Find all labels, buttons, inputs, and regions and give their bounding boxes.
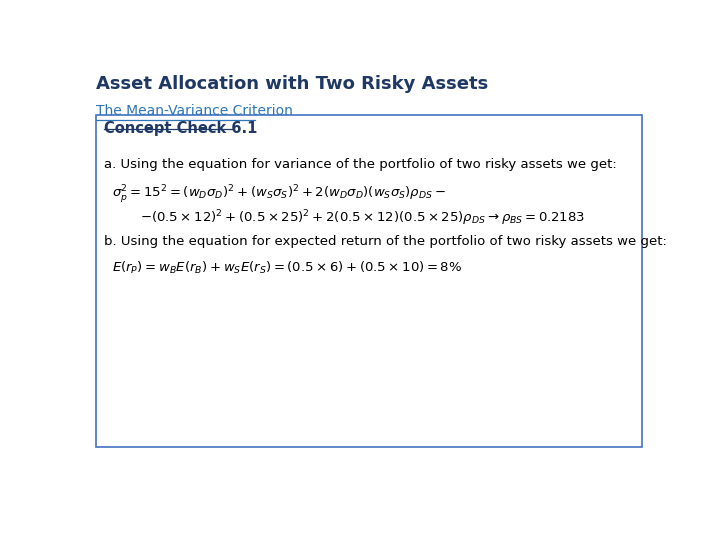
Text: The Mean-Variance Criterion: The Mean-Variance Criterion [96, 104, 292, 118]
Text: b. Using the equation for expected return of the portfolio of two risky assets w: b. Using the equation for expected retur… [104, 235, 667, 248]
Text: $\sigma_p^2 = 15^2 = (w_D\sigma_D)^2 + (w_S\sigma_S)^2 + 2(w_D\sigma_D)(w_S\sigm: $\sigma_p^2 = 15^2 = (w_D\sigma_D)^2 + (… [112, 183, 446, 205]
Text: a. Using the equation for variance of the portfolio of two risky assets we get:: a. Using the equation for variance of th… [104, 158, 617, 171]
Text: Concept Check 6.1: Concept Check 6.1 [104, 121, 257, 136]
Text: $E(r_P) = w_B E(r_B) + w_S E(r_S) = (0.5 \times 6) + (0.5 \times 10) = 8\%$: $E(r_P) = w_B E(r_B) + w_S E(r_S) = (0.5… [112, 260, 462, 276]
FancyBboxPatch shape [96, 114, 642, 447]
Text: $-(0.5 \times 12)^2 + (0.5 \times 25)^2 + 2(0.5 \times 12)(0.5 \times 25)\rho_{D: $-(0.5 \times 12)^2 + (0.5 \times 25)^2 … [140, 208, 585, 228]
Text: Asset Allocation with Two Risky Assets: Asset Allocation with Two Risky Assets [96, 75, 488, 93]
